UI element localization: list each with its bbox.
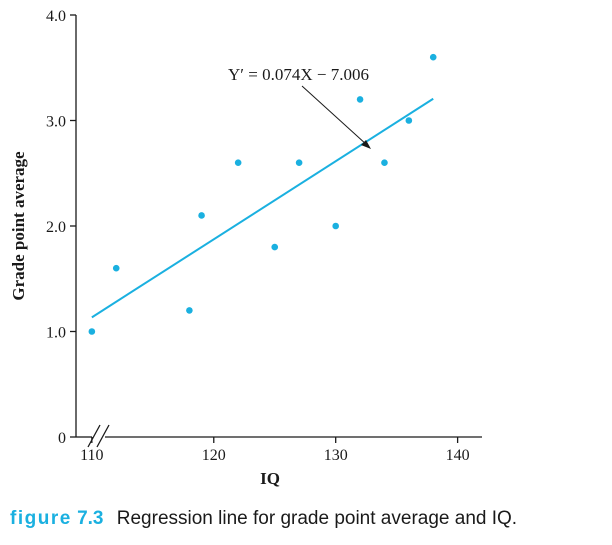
caption-text: Regression line for grade point average … (116, 508, 518, 529)
data-point-2 (186, 307, 193, 314)
x-axis: 110 120 130 140 (76, 424, 482, 464)
y-tick-label-1: 1.0 (46, 325, 66, 342)
y-tick-label-4: 4.0 (46, 8, 66, 25)
data-point-10 (405, 117, 413, 124)
data-point-11 (429, 53, 437, 61)
x-axis-ticks: 110 120 130 140 (80, 437, 470, 464)
x-axis-title: IQ (260, 469, 280, 488)
x-tick-label-3: 140 (446, 447, 470, 464)
y-axis-ticks: 0 1.0 2.0 3.0 4.0 (46, 8, 76, 447)
data-point-1 (112, 264, 120, 272)
equation-pointer-arrow (301, 85, 371, 149)
x-axis-break-mark-2 (96, 424, 110, 448)
y-tick-label-2: 2.0 (46, 219, 66, 236)
regression-line (91, 97, 434, 319)
y-tick-label-3: 3.0 (46, 114, 66, 131)
x-tick-label-0: 110 (80, 447, 103, 464)
data-point-7 (332, 222, 339, 230)
data-point-3 (198, 212, 205, 219)
x-tick-label-2: 130 (324, 447, 348, 464)
data-point-9 (381, 159, 388, 166)
caption-number: 7.3 (77, 508, 104, 529)
scatter-chart: 0 1.0 2.0 3.0 4.0 110 120 130 140 Grade point a… (9, 8, 482, 488)
caption-label: figure (10, 508, 72, 529)
data-points (88, 53, 437, 335)
data-point-0 (88, 328, 96, 335)
data-point-8 (356, 96, 364, 103)
y-axis: 0 1.0 2.0 3.0 4.0 (46, 8, 77, 447)
regression-equation: Y′ = 0.074X − 7.006 (228, 65, 369, 84)
x-axis-break-mark-1 (87, 424, 101, 448)
figure-caption: figure 7.3 Regression line for grade poi… (10, 508, 517, 530)
x-tick-label-1: 120 (202, 447, 226, 464)
data-point-6 (295, 159, 303, 166)
data-point-5 (271, 243, 279, 251)
y-axis-title: Grade point average (9, 151, 28, 301)
data-point-4 (234, 159, 242, 166)
y-tick-label-0: 0 (58, 430, 66, 447)
